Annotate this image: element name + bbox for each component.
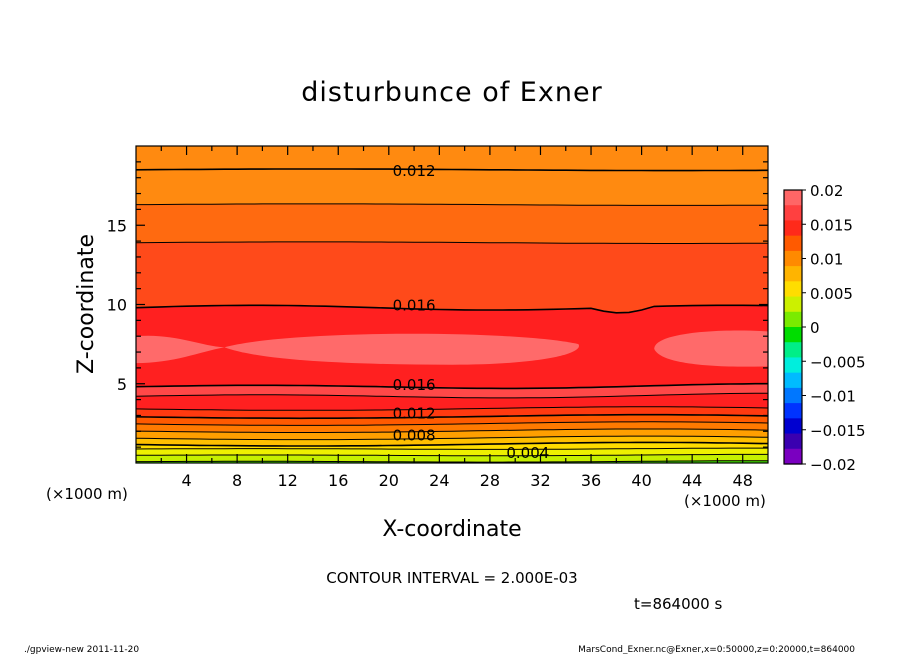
colorbar-segment <box>784 250 802 267</box>
colorbar-segment <box>784 190 802 206</box>
colorbar-segment <box>784 448 802 465</box>
contour-label: 0.012 <box>393 162 436 180</box>
contour-label: 0.012 <box>393 404 436 422</box>
contour-line <box>135 406 769 411</box>
colorbar-segment <box>784 387 802 404</box>
x-tick-label: 4 <box>181 471 191 490</box>
colorbar-segment <box>784 311 802 328</box>
colorbar-tick-label: −0.01 <box>810 388 856 406</box>
colorbar-tick-label: 0.01 <box>810 251 843 269</box>
chart-title: disturbunce of Exner <box>301 77 602 108</box>
colorbar-tick-label: 0.015 <box>810 216 853 234</box>
high-region-left <box>136 335 225 364</box>
contour-line <box>135 453 768 457</box>
contour-label: 0.016 <box>393 297 436 315</box>
x-tick-label: 44 <box>682 471 702 490</box>
colorbar-segment <box>784 342 802 359</box>
colorbar-segment <box>784 433 802 450</box>
high-region-right <box>654 330 768 367</box>
contour-label: 0.008 <box>393 426 436 444</box>
footer-right: MarsCond_Exner.nc@Exner,x=0:50000,z=0:20… <box>578 645 855 654</box>
contour-line <box>135 392 769 399</box>
colorbar-segment <box>784 372 802 389</box>
contour-line <box>135 168 769 172</box>
contour-label: 0.016 <box>393 376 436 394</box>
contour-labels: 0.012 0.016 0.016 0.012 0.008 0.004 <box>393 162 550 462</box>
contour-line <box>135 428 769 433</box>
high-value-regions <box>136 330 768 367</box>
y-tick-label: 5 <box>117 375 127 394</box>
x-tick-label: 12 <box>278 471 298 490</box>
footer-left: ./gpview-new 2011-11-20 <box>24 645 139 654</box>
high-region-center <box>224 333 579 365</box>
contour-lines <box>135 168 769 463</box>
contour-line <box>136 460 768 463</box>
contour-interval-note: CONTOUR INTERVAL = 2.000E-03 <box>326 569 577 587</box>
x-tick-label: 8 <box>232 471 242 490</box>
contour-line <box>135 382 768 390</box>
x-tick-label: 40 <box>631 471 651 490</box>
contour-label: 0.004 <box>506 444 549 462</box>
colorbar-tick-label: 0 <box>810 319 820 337</box>
x-tick-label: 48 <box>733 471 753 490</box>
colorbar-segment <box>784 220 802 237</box>
colorbar-segment <box>784 281 802 298</box>
colorbar-segment <box>784 403 802 419</box>
contour-line <box>136 203 768 206</box>
colorbar-tick-label: −0.005 <box>810 353 866 371</box>
colorbar-tick-label: −0.015 <box>810 422 866 440</box>
x-tick-label: 28 <box>480 471 500 490</box>
colorbar-segment <box>784 357 802 374</box>
y-tick-label: 10 <box>107 296 127 315</box>
x-axis-label: X-coordinate <box>382 517 521 542</box>
x-tick-label: 32 <box>530 471 550 490</box>
y-axis-label: Z-coordinate <box>74 234 99 374</box>
colorbar-tick-label: 0.005 <box>810 285 853 303</box>
contour-line <box>135 421 769 426</box>
colorbar-segment <box>784 296 802 313</box>
x-tick-label: 20 <box>379 471 399 490</box>
contour-line <box>135 447 768 450</box>
colorbar-tick-label: 0.02 <box>810 182 843 200</box>
x-tick-label: 36 <box>581 471 601 490</box>
x-tick-label: 16 <box>328 471 348 490</box>
colorbar-segment <box>784 327 802 343</box>
x-axis-ticks: 4 8 12 16 20 24 28 32 36 40 44 48 <box>160 146 753 490</box>
contour-line <box>135 441 769 447</box>
colorbar-segment <box>784 205 802 222</box>
y-axis-ticks: 5 10 15 <box>107 161 768 448</box>
x-unit-label-left: (×1000 m) <box>46 485 128 503</box>
colorbar-segment <box>784 418 802 435</box>
time-note: t=864000 s <box>634 595 722 613</box>
y-tick-label: 15 <box>107 216 127 235</box>
contour-line <box>135 435 769 441</box>
contour-line <box>135 304 769 314</box>
colorbar-segment <box>784 235 802 252</box>
contour-line <box>135 241 769 244</box>
colorbar-segment <box>784 266 802 282</box>
x-unit-label-right: (×1000 m) <box>684 492 766 510</box>
colorbar: 0.02 0.015 0.01 0.005 0 −0.005 −0.01 −0.015 −0.0… <box>783 182 866 474</box>
x-tick-label: 24 <box>429 471 449 490</box>
colorbar-tick-label: −0.02 <box>810 456 856 474</box>
contour-line <box>135 413 769 420</box>
